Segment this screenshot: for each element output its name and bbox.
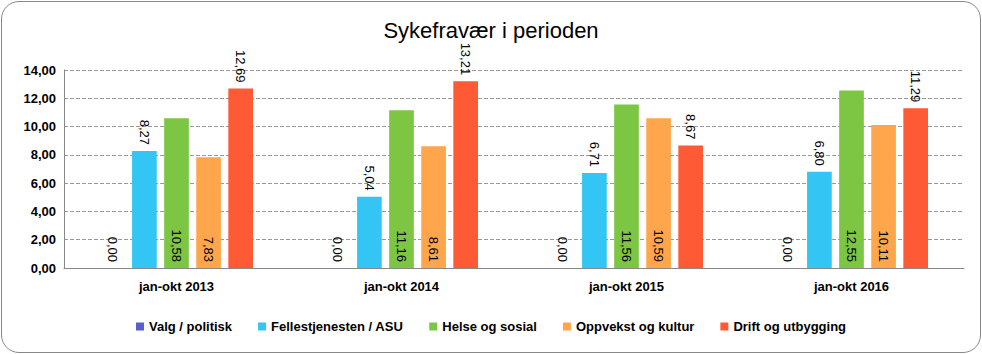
svg-text:Fellestjenesten / ASU: Fellestjenesten / ASU <box>271 319 403 334</box>
svg-text:10,58: 10,58 <box>169 229 184 262</box>
svg-text:10,59: 10,59 <box>651 229 666 262</box>
svg-text:10,11: 10,11 <box>876 230 891 262</box>
svg-text:12,55: 12,55 <box>844 229 859 262</box>
svg-text:2,00: 2,00 <box>31 232 56 247</box>
svg-text:13,21: 13,21 <box>458 43 473 76</box>
svg-text:4,00: 4,00 <box>31 204 56 219</box>
svg-text:8,27: 8,27 <box>137 120 152 145</box>
svg-text:8,67: 8,67 <box>683 114 698 139</box>
svg-text:Helse og sosial: Helse og sosial <box>442 319 537 334</box>
svg-text:14,00: 14,00 <box>23 63 56 78</box>
svg-text:0,00: 0,00 <box>555 237 570 262</box>
svg-text:10,00: 10,00 <box>23 119 56 134</box>
svg-text:12,00: 12,00 <box>23 91 56 106</box>
svg-text:11,56: 11,56 <box>619 230 634 262</box>
svg-text:11,16: 11,16 <box>394 230 409 262</box>
svg-text:7,83: 7,83 <box>201 237 216 262</box>
svg-text:jan-okt 2016: jan-okt 2016 <box>813 279 889 294</box>
svg-text:Oppvekst og kultur: Oppvekst og kultur <box>576 319 694 334</box>
svg-text:11,29: 11,29 <box>908 71 923 103</box>
svg-text:Sykefravær i perioden: Sykefravær i perioden <box>383 18 598 43</box>
svg-text:0,00: 0,00 <box>31 261 56 276</box>
svg-text:Drift og utbygging: Drift og utbygging <box>733 319 846 334</box>
svg-text:12,69: 12,69 <box>233 50 248 83</box>
svg-text:jan-okt 2015: jan-okt 2015 <box>588 279 664 294</box>
svg-text:0,00: 0,00 <box>780 237 795 262</box>
svg-text:6,71: 6,71 <box>587 142 602 167</box>
svg-text:jan-okt 2013: jan-okt 2013 <box>138 279 214 294</box>
svg-text:0,00: 0,00 <box>330 237 345 262</box>
svg-text:8,00: 8,00 <box>31 147 56 162</box>
svg-text:8,61: 8,61 <box>426 237 441 262</box>
svg-text:jan-okt 2014: jan-okt 2014 <box>363 279 440 294</box>
svg-text:5,04: 5,04 <box>362 165 377 190</box>
svg-text:6,00: 6,00 <box>31 176 56 191</box>
svg-text:0,00: 0,00 <box>105 237 120 262</box>
svg-text:6,80: 6,80 <box>812 141 827 166</box>
svg-text:Valg / politisk: Valg / politisk <box>149 319 233 334</box>
